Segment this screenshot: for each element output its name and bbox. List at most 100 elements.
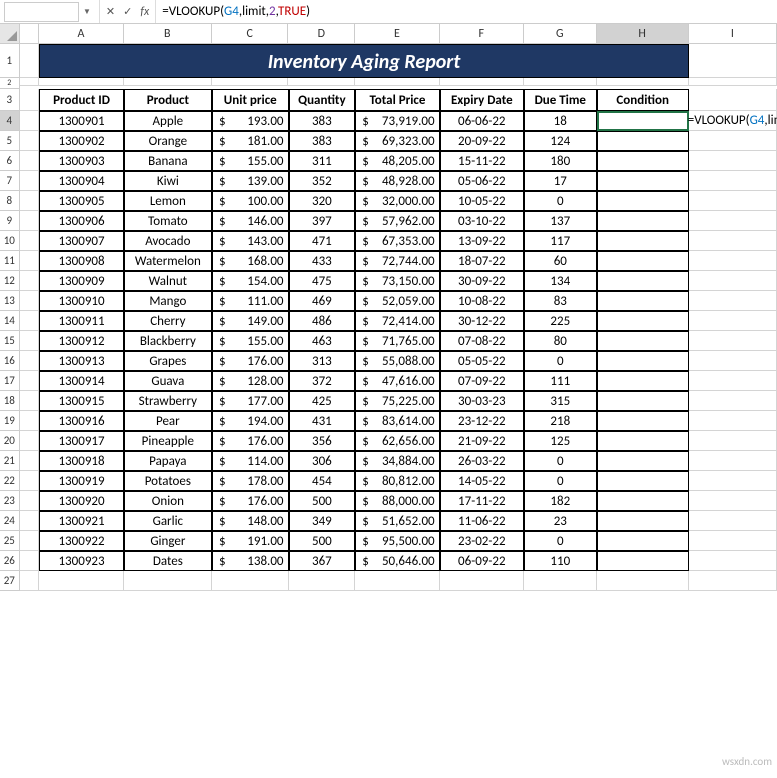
cell-due[interactable]: 218	[524, 411, 597, 431]
cell[interactable]	[689, 89, 777, 111]
cell[interactable]	[689, 411, 777, 431]
cell[interactable]	[20, 131, 40, 151]
cell-total[interactable]: 73,150.00	[355, 271, 439, 291]
cell-product[interactable]: Walnut	[124, 271, 212, 291]
cell-id[interactable]: 1300919	[39, 471, 123, 491]
cell[interactable]	[39, 78, 123, 86]
cell-qty[interactable]: 454	[289, 471, 356, 491]
table-header[interactable]: Due Time	[524, 89, 597, 111]
cell-expiry[interactable]: 23-02-22	[440, 531, 524, 551]
cell[interactable]	[124, 78, 212, 86]
col-header-F[interactable]: F	[440, 24, 524, 44]
cell-price[interactable]: 176.00	[212, 351, 289, 371]
cell-condition[interactable]	[597, 471, 689, 491]
cell-price[interactable]: 114.00	[212, 451, 289, 471]
row-header-19[interactable]: 19	[0, 411, 20, 431]
cell-qty[interactable]: 306	[289, 451, 356, 471]
cell-qty[interactable]: 500	[289, 531, 356, 551]
cell-total[interactable]: 69,323.00	[355, 131, 439, 151]
cell-product[interactable]: Orange	[124, 131, 212, 151]
name-box-dropdown-icon[interactable]: ▼	[83, 7, 91, 17]
cell-qty[interactable]: 372	[289, 371, 356, 391]
cell-product[interactable]: Onion	[124, 491, 212, 511]
cell-product[interactable]: Lemon	[124, 191, 212, 211]
cell-due[interactable]: 124	[524, 131, 597, 151]
cell-condition[interactable]	[597, 131, 689, 151]
cell-price[interactable]: 155.00	[212, 331, 289, 351]
formula-input[interactable]: =VLOOKUP(G4,limit,2,TRUE)	[156, 4, 777, 19]
cell-id[interactable]: 1300922	[39, 531, 123, 551]
row-header-25[interactable]: 25	[0, 531, 20, 551]
cell[interactable]	[20, 451, 40, 471]
cell-price[interactable]: 193.00	[212, 111, 289, 131]
cell-total[interactable]: 48,928.00	[355, 171, 439, 191]
cell-price[interactable]: 194.00	[212, 411, 289, 431]
cell-price[interactable]: 146.00	[212, 211, 289, 231]
cell-expiry[interactable]: 14-05-22	[440, 471, 524, 491]
cell-price[interactable]: 181.00	[212, 131, 289, 151]
cell-id[interactable]: 1300920	[39, 491, 123, 511]
cell-qty[interactable]: 383	[289, 131, 356, 151]
cell-condition[interactable]	[597, 371, 689, 391]
cell[interactable]	[689, 391, 777, 411]
cell-expiry[interactable]: 15-11-22	[440, 151, 524, 171]
cell[interactable]	[212, 78, 289, 86]
cell-due[interactable]: 111	[524, 371, 597, 391]
cell[interactable]	[288, 78, 355, 86]
cell-product[interactable]: Strawberry	[124, 391, 212, 411]
cell-total[interactable]: 83,614.00	[355, 411, 439, 431]
table-header[interactable]: Product	[124, 89, 212, 111]
cell-qty[interactable]: 469	[289, 291, 356, 311]
row-header-16[interactable]: 16	[0, 351, 20, 371]
cell-id[interactable]: 1300904	[39, 171, 123, 191]
cell-product[interactable]: Papaya	[124, 451, 212, 471]
cell-id[interactable]: 1300913	[39, 351, 123, 371]
table-header[interactable]: Quantity	[289, 89, 356, 111]
cell-id[interactable]: 1300909	[39, 271, 123, 291]
cell-condition[interactable]	[597, 271, 689, 291]
table-header[interactable]: Condition	[597, 89, 689, 111]
cell-due[interactable]: 134	[524, 271, 597, 291]
row-header-10[interactable]: 10	[0, 231, 20, 251]
cell[interactable]	[20, 211, 40, 231]
cell-condition[interactable]	[597, 551, 689, 571]
cell-product[interactable]: Kiwi	[124, 171, 212, 191]
cell[interactable]	[20, 271, 40, 291]
row-header-23[interactable]: 23	[0, 491, 20, 511]
select-all-corner[interactable]	[0, 24, 20, 44]
cell-due[interactable]: 0	[524, 191, 597, 211]
cell-total[interactable]: 51,652.00	[355, 511, 439, 531]
cell-condition[interactable]	[597, 531, 689, 551]
cell[interactable]	[689, 151, 777, 171]
cell-condition[interactable]	[597, 411, 689, 431]
cell-due[interactable]: 83	[524, 291, 597, 311]
cell-qty[interactable]: 313	[289, 351, 356, 371]
col-header-C[interactable]: C	[212, 24, 289, 44]
cell-expiry[interactable]: 07-08-22	[440, 331, 524, 351]
cell[interactable]	[355, 571, 439, 591]
cell[interactable]	[689, 311, 777, 331]
cell-due[interactable]: 225	[524, 311, 597, 331]
cell-due[interactable]: 60	[524, 251, 597, 271]
cell[interactable]	[689, 271, 777, 291]
cell-price[interactable]: 143.00	[212, 231, 289, 251]
cell[interactable]	[597, 571, 689, 591]
cell-expiry[interactable]: 17-11-22	[440, 491, 524, 511]
cell-due[interactable]: 0	[524, 451, 597, 471]
cell-price[interactable]: 155.00	[212, 151, 289, 171]
cell-total[interactable]: 48,205.00	[355, 151, 439, 171]
cell-condition[interactable]	[597, 391, 689, 411]
row-header-11[interactable]: 11	[0, 251, 20, 271]
cell-due[interactable]: 180	[524, 151, 597, 171]
cell-id[interactable]: 1300911	[39, 311, 123, 331]
cell-total[interactable]: 72,744.00	[355, 251, 439, 271]
cell[interactable]	[20, 78, 40, 86]
cell-product[interactable]: Apple	[124, 111, 212, 131]
cell[interactable]	[689, 131, 777, 151]
cell-condition[interactable]	[597, 511, 689, 531]
cell-qty[interactable]: 356	[289, 431, 356, 451]
cell-id[interactable]: 1300901	[39, 111, 123, 131]
cell-expiry[interactable]: 13-09-22	[440, 231, 524, 251]
cell-due[interactable]: 0	[524, 531, 597, 551]
cell[interactable]	[689, 351, 777, 371]
